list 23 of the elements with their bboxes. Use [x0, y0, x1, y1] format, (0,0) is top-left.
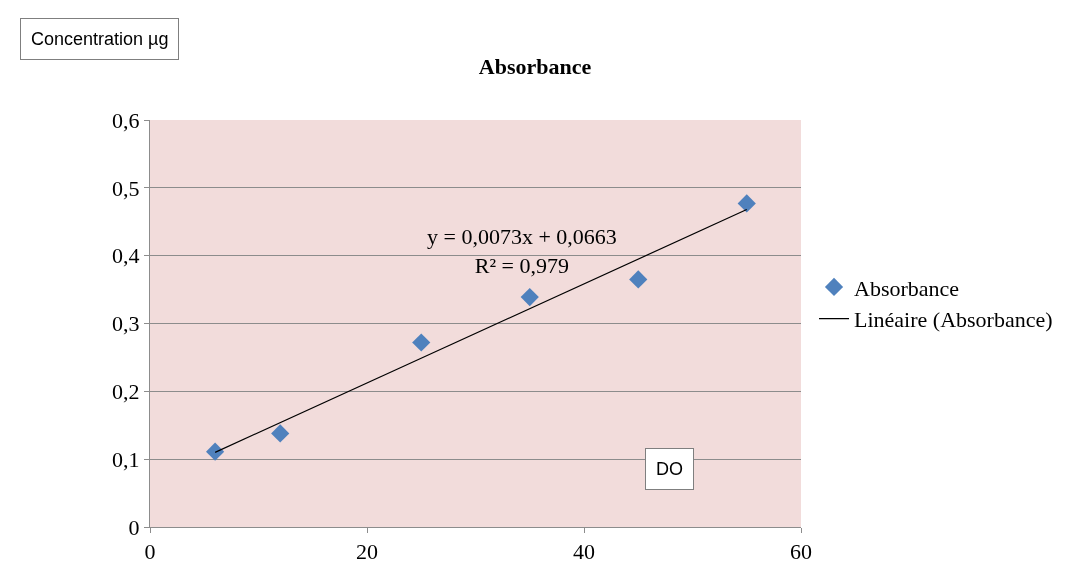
point — [412, 333, 431, 352]
y-axis-title: Concentration µg — [31, 29, 169, 49]
point — [206, 442, 225, 461]
y-tick-label: 0,2 — [112, 379, 140, 405]
y-tick-label: 0,6 — [112, 107, 140, 133]
x-tick-label: 0 — [144, 539, 156, 565]
x-tick-label: 40 — [573, 539, 595, 565]
y-tick-label: 0,4 — [112, 243, 140, 269]
legend-label: Linéaire (Absorbance) — [854, 307, 1053, 333]
point — [737, 194, 756, 213]
legend-label: Absorbance — [854, 275, 960, 301]
y-tick-label: 0,5 — [112, 175, 140, 201]
y-tick-label: 0 — [128, 514, 140, 540]
y-tick-label: 0,1 — [112, 446, 140, 472]
annotation: y = 0,0073x + 0,0663 R² = 0,979 — [427, 224, 617, 278]
x-tick-label: 60 — [790, 539, 812, 565]
x-axis-title: DO — [656, 459, 683, 479]
chart-title: Absorbance — [478, 54, 592, 80]
x-tick-label: 20 — [356, 539, 378, 565]
point — [629, 270, 648, 289]
point — [520, 287, 539, 307]
point — [271, 424, 290, 443]
y-tick-label: 0,3 — [112, 311, 140, 337]
